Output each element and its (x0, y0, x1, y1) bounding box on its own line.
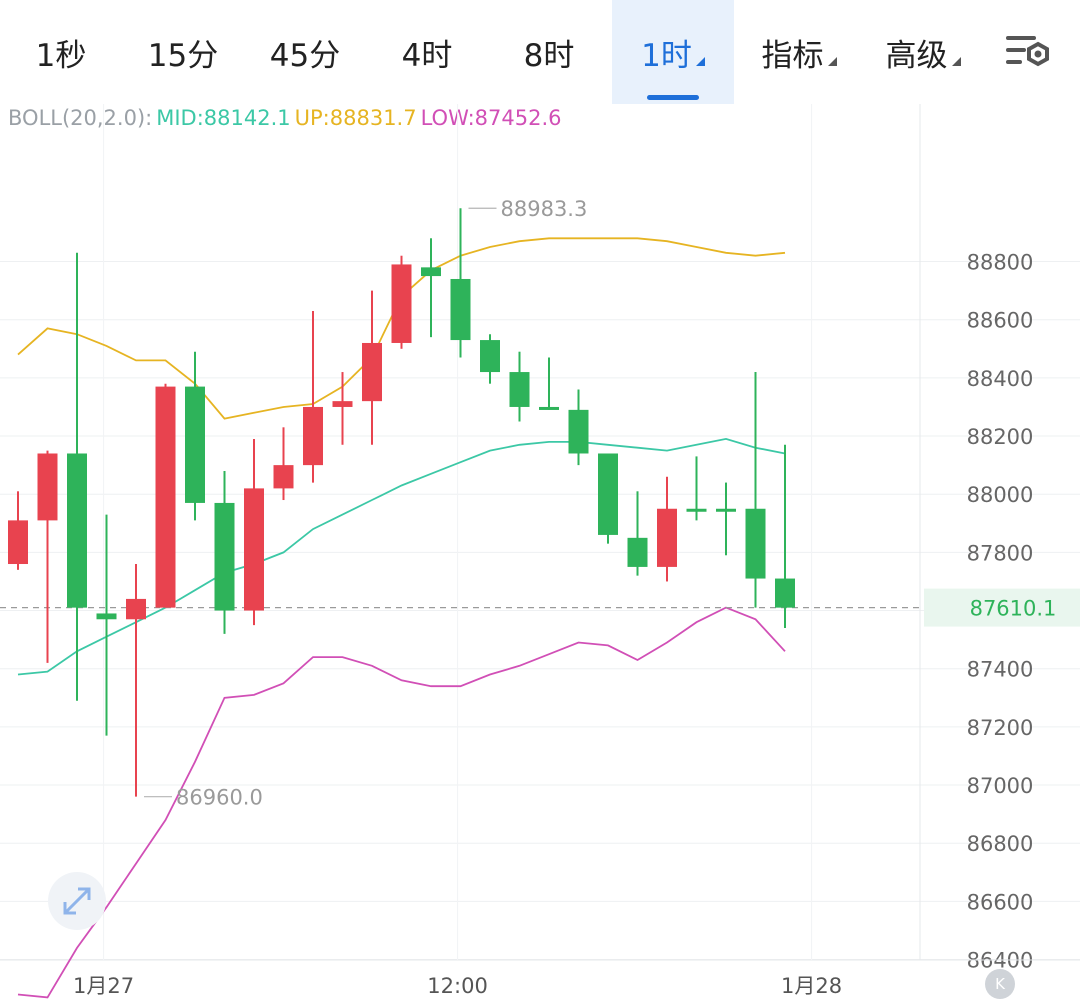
boll-lower-line (17, 606, 786, 999)
candlestick-chart[interactable]: 8640086600868008700087200874008760087800… (0, 104, 1080, 1008)
candle-body (362, 342, 382, 402)
boll-mid-value: MID:88142.1 (156, 106, 291, 130)
y-tick-label: 88600 (967, 309, 1034, 333)
y-tick-label: 88800 (967, 251, 1034, 275)
candle-body (686, 508, 707, 512)
candle-body (96, 613, 117, 620)
x-tick-label: 12:00 (427, 974, 488, 998)
boll-legend: BOLL(20,2.0): MID:88142.1 UP:88831.7 LOW:87… (8, 106, 566, 130)
dropdown-corner-icon (827, 56, 837, 66)
y-tick-label: 87400 (967, 658, 1034, 682)
boll-label: BOLL(20,2.0): (8, 106, 153, 130)
candle-body (8, 520, 28, 565)
candle-body (214, 502, 235, 611)
y-tick-label: 88000 (967, 483, 1034, 507)
candle-body (568, 409, 589, 454)
candle-body (332, 401, 353, 407)
y-tick-label: 87200 (967, 716, 1034, 740)
candle-body (126, 598, 146, 620)
tab-label: 1秒 (35, 37, 87, 74)
expand-icon[interactable] (48, 872, 106, 930)
tab-8h[interactable]: 8时 (488, 0, 610, 104)
tab-indicators[interactable]: 指标 (738, 0, 860, 104)
candle-body (273, 465, 294, 489)
tab-label: 指标 (761, 37, 824, 74)
y-tick-label: 86800 (967, 832, 1034, 856)
tab-label: 4时 (401, 37, 453, 74)
candle-body (244, 488, 264, 611)
timeframe-tabbar: 1秒 15分 45分 4时 8时 1时 指标 高级 (0, 0, 1080, 104)
y-tick-label: 87800 (967, 541, 1034, 565)
y-tick-label: 88400 (967, 367, 1034, 391)
candle-body (37, 453, 58, 521)
tab-label: 1时 (641, 37, 692, 74)
x-tick-label: 1月28 (781, 974, 842, 998)
y-tick-label: 86400 (967, 949, 1034, 973)
tab-label: 15分 (147, 37, 219, 74)
boll-low-value: LOW:87452.6 (420, 106, 562, 130)
annotation-label: 86960.0 (176, 786, 263, 810)
chart-settings-icon[interactable] (1000, 28, 1056, 76)
y-tick-label: 87000 (967, 774, 1034, 798)
candle-body (67, 453, 87, 608)
tab-label: 8时 (523, 37, 575, 74)
candle-body (539, 406, 559, 410)
tab-label: 高级 (885, 37, 948, 74)
candle-body (627, 537, 648, 567)
candle-body (509, 372, 530, 407)
y-tick-label: 88200 (967, 425, 1034, 449)
candle-body (303, 406, 323, 466)
candle-body (450, 278, 471, 341)
tab-label: 45分 (269, 37, 341, 74)
candle-body (716, 508, 736, 512)
dropdown-corner-icon (951, 56, 961, 66)
active-tab-indicator (647, 95, 699, 100)
k-badge[interactable]: K (985, 969, 1015, 999)
x-tick-label: 1月27 (73, 974, 134, 998)
candle-body (185, 386, 205, 503)
tab-1h[interactable]: 1时 (612, 0, 734, 104)
last-price-label: 87610.1 (970, 597, 1057, 621)
tab-45m[interactable]: 45分 (244, 0, 366, 104)
candle-body (391, 264, 412, 343)
candle-body (598, 453, 618, 535)
candle-body (657, 508, 677, 567)
tab-advanced[interactable]: 高级 (862, 0, 984, 104)
candle-body (421, 267, 441, 277)
boll-up-value: UP:88831.7 (294, 106, 417, 130)
annotation-label: 88983.3 (501, 197, 588, 221)
last-price-tag (924, 588, 1080, 627)
tab-15m[interactable]: 15分 (122, 0, 244, 104)
candle-body (155, 386, 176, 608)
dropdown-corner-icon (695, 56, 705, 66)
y-tick-label: 86600 (967, 890, 1034, 914)
candle-body (745, 508, 766, 579)
tab-1s[interactable]: 1秒 (0, 0, 122, 104)
candle-body (480, 340, 500, 373)
candle-body (775, 578, 795, 608)
tab-4h[interactable]: 4时 (366, 0, 488, 104)
